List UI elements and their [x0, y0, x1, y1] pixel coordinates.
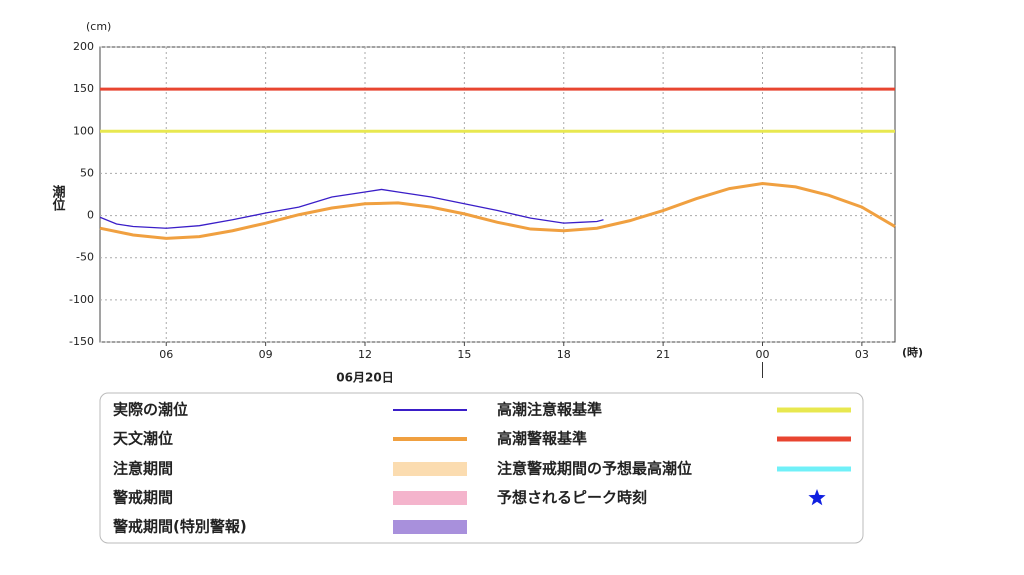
y-tick-label: 100	[73, 124, 94, 137]
series-line	[99, 188, 604, 229]
y-unit: (cm)	[86, 20, 111, 33]
legend-label: 注意期間	[113, 460, 173, 478]
legend-label: 警戒期間(特別警報)	[112, 518, 247, 536]
legend-swatch	[393, 520, 467, 534]
legend-star	[808, 489, 826, 506]
y-tick-label: 150	[73, 82, 94, 95]
x-tick-label: 15	[457, 348, 471, 361]
x-tick-label: 03	[855, 348, 869, 361]
legend-label: 注意警戒期間の予想最高潮位	[497, 460, 692, 478]
legend-label: 警戒期間	[112, 489, 173, 507]
x-tick-label: 09	[259, 348, 273, 361]
legend-label: 予想されるピーク時刻	[497, 489, 647, 507]
legend-swatch	[393, 491, 467, 505]
x-unit: (時)	[902, 345, 923, 359]
date-label: 06月20日	[336, 371, 393, 385]
x-tick-label: 06	[159, 348, 173, 361]
x-tick-label: 12	[358, 348, 372, 361]
series-line	[99, 182, 896, 240]
y-axis-label: 潮位	[50, 184, 66, 212]
x-tick-label: 18	[557, 348, 571, 361]
y-tick-label: 0	[87, 209, 94, 222]
legend-label: 天文潮位	[113, 430, 173, 448]
y-tick-label: -150	[69, 335, 94, 348]
x-tick-label: 00	[756, 348, 770, 361]
y-tick-label: -100	[69, 293, 94, 306]
plot-frame	[99, 46, 896, 343]
legend-label: 高潮警報基準	[497, 430, 587, 448]
y-tick-label: 50	[80, 166, 94, 179]
legend-swatch	[393, 462, 467, 476]
y-tick-label: 200	[73, 40, 94, 53]
y-tick-label: -50	[76, 251, 94, 264]
legend-label: 実際の潮位	[113, 401, 188, 419]
legend-box	[99, 392, 864, 544]
x-tick-label: 21	[656, 348, 670, 361]
legend-label: 高潮注意報基準	[497, 401, 602, 419]
